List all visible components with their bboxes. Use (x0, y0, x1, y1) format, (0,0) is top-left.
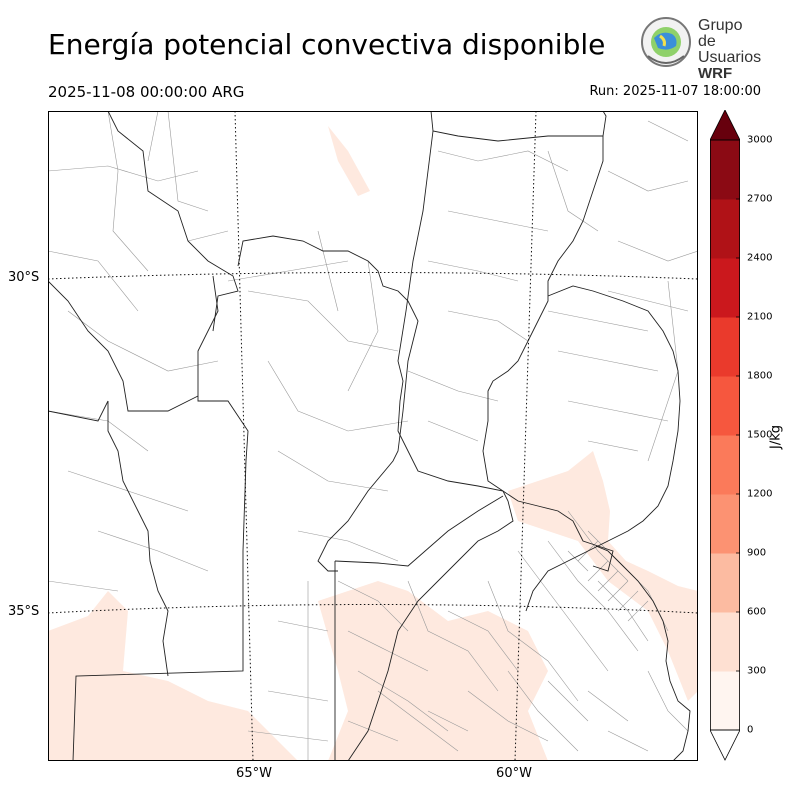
map-title: Energía potencial convectiva disponible (48, 28, 606, 61)
map-frame (48, 111, 698, 761)
colorbar-unit-label: J/kg (768, 425, 784, 449)
province-boundaries (48, 111, 691, 761)
logo-text-line3: WRF (698, 65, 733, 82)
run-time-label: Run: 2025-11-07 18:00:00 (589, 84, 761, 99)
colorbar (710, 110, 740, 761)
colorbar-bin (710, 258, 740, 318)
colorbar-bin (710, 553, 740, 613)
colorbar-bin (710, 494, 740, 554)
colorbar-tick-label: 2700 (747, 193, 773, 205)
colorbar-extend-max (710, 110, 740, 141)
colorbar-tick-label: 900 (747, 547, 767, 559)
colorbar-tick-label: 1200 (747, 488, 773, 500)
graticule-lines (48, 111, 698, 761)
colorbar-tick-label: 1800 (747, 370, 773, 382)
colorbar-bin (710, 612, 740, 672)
wrf-group-logo: Grupo de Usuarios WRF (638, 16, 762, 82)
colorbar-bin (710, 671, 740, 731)
lon-label-60w: 60°W (496, 766, 532, 781)
logo-text-line1: Grupo de (698, 17, 743, 50)
lat-label-30s: 30°S (8, 270, 40, 285)
colorbar-tick-label: 1500 (747, 429, 773, 441)
logo-text-line2: Usuarios (698, 49, 762, 66)
colorbar-tick-label: 3000 (747, 134, 773, 146)
valid-time-label: 2025-11-08 00:00:00 ARG (48, 83, 245, 101)
cape-map (48, 111, 698, 761)
colorbar-tick-label: 600 (747, 606, 767, 618)
colorbar-bin (710, 199, 740, 259)
colorbar-tick-label: 300 (747, 665, 767, 677)
colorbar-tick-label: 2400 (747, 252, 773, 264)
cape-shading (48, 126, 698, 761)
logo-emblem-icon (641, 17, 691, 67)
colorbar-bin (710, 376, 740, 436)
colorbar-bin (710, 140, 740, 200)
colorbar-bin (710, 317, 740, 377)
colorbar-extend-min (710, 729, 740, 761)
lon-label-65w: 65°W (236, 766, 272, 781)
colorbar-tick-label: 0 (747, 724, 754, 736)
colorbar-tick-label: 2100 (747, 311, 773, 323)
lat-label-35s: 35°S (8, 604, 40, 619)
colorbar-bin (710, 435, 740, 495)
